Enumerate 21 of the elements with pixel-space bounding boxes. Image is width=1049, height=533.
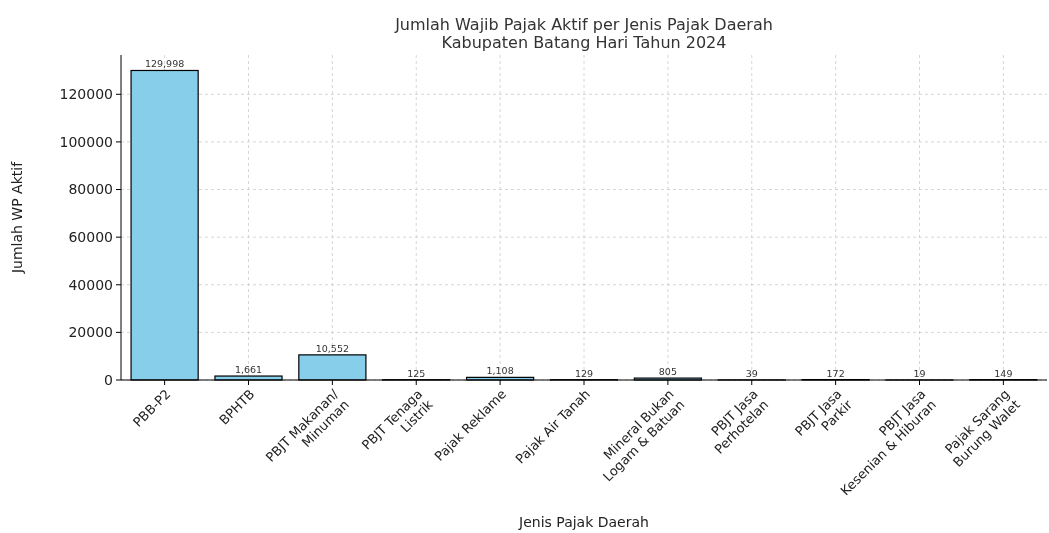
data-label: 19: [913, 367, 926, 379]
data-label: 129: [574, 367, 594, 379]
y-tick-label: 100000: [59, 133, 113, 150]
y-tick-label: 120000: [59, 86, 113, 103]
data-label: 149: [994, 367, 1013, 379]
y-tick-label: 20000: [68, 324, 113, 341]
data-label: 129,998: [144, 58, 185, 70]
y-axis-title: Jumlah WP Aktif: [9, 160, 25, 275]
data-label: 10,552: [315, 342, 349, 354]
data-label: 805: [658, 366, 677, 378]
y-tick-label: 0: [104, 371, 113, 388]
y-tick-label: 40000: [68, 276, 113, 293]
y-tick-label: 80000: [68, 181, 113, 198]
x-axis-title: Jenis Pajak Daerah: [518, 514, 649, 530]
data-label: 1,108: [486, 365, 514, 377]
data-label: 125: [407, 367, 426, 379]
y-tick-label: 60000: [68, 229, 113, 246]
chart-title: Jumlah Wajib Pajak Aktif per Jenis Pajak Daerah Kabupaten Batang Hari Tahun 2024: [394, 15, 773, 52]
data-label: 39: [745, 367, 758, 379]
data-label: 1,661: [234, 364, 263, 376]
data-label: 172: [826, 367, 845, 379]
